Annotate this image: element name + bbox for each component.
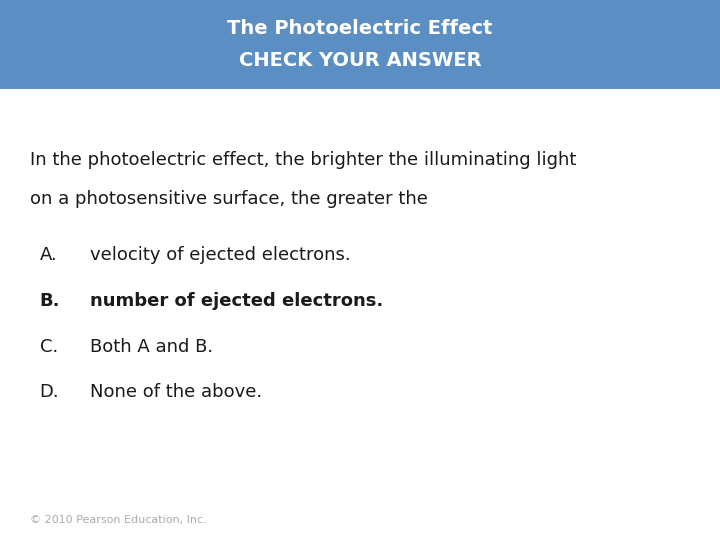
Text: A.: A. bbox=[40, 246, 58, 264]
Text: CHECK YOUR ANSWER: CHECK YOUR ANSWER bbox=[239, 51, 481, 70]
Text: None of the above.: None of the above. bbox=[90, 383, 262, 401]
Text: D.: D. bbox=[40, 383, 59, 401]
Text: Both A and B.: Both A and B. bbox=[90, 338, 213, 355]
Text: In the photoelectric effect, the brighter the illuminating light: In the photoelectric effect, the brighte… bbox=[30, 151, 577, 169]
Text: number of ejected electrons.: number of ejected electrons. bbox=[90, 292, 383, 309]
Text: on a photosensitive surface, the greater the: on a photosensitive surface, the greater… bbox=[30, 190, 428, 208]
Text: The Photoelectric Effect: The Photoelectric Effect bbox=[228, 19, 492, 38]
Text: velocity of ejected electrons.: velocity of ejected electrons. bbox=[90, 246, 351, 264]
Text: © 2010 Pearson Education, Inc.: © 2010 Pearson Education, Inc. bbox=[30, 515, 207, 525]
FancyBboxPatch shape bbox=[0, 0, 720, 89]
Text: C.: C. bbox=[40, 338, 58, 355]
Text: B.: B. bbox=[40, 292, 60, 309]
